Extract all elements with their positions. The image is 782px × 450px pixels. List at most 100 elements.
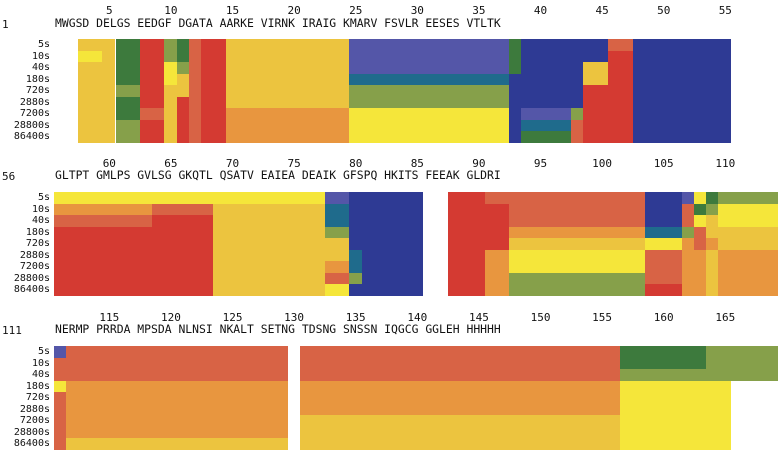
uptake-cell bbox=[485, 192, 511, 204]
uptake-cell bbox=[348, 192, 362, 250]
uptake-cell bbox=[570, 108, 585, 120]
uptake-cell bbox=[163, 108, 177, 143]
uptake-cell bbox=[151, 215, 215, 296]
timepoint-label: 720s bbox=[25, 392, 50, 403]
timepoint-label: 7200s bbox=[19, 108, 50, 119]
uptake-cell bbox=[54, 203, 153, 215]
uptake-cell bbox=[509, 249, 646, 273]
uptake-cell bbox=[509, 39, 523, 74]
uptake-cell bbox=[682, 238, 696, 296]
uptake-cell bbox=[213, 203, 326, 296]
uptake-cell bbox=[644, 192, 684, 227]
uptake-cell bbox=[300, 415, 622, 450]
residue-tick-label: 10 bbox=[164, 4, 178, 17]
residue-tick-label: 100 bbox=[592, 157, 613, 170]
sequence-text: NERMP PRRDA MPSDA NLNSI NKALT SETNG TDSN… bbox=[55, 322, 501, 336]
uptake-cell bbox=[583, 62, 609, 85]
uptake-cell bbox=[139, 108, 165, 120]
residue-tick-label: 50 bbox=[657, 4, 671, 17]
residue-tick-label: 165 bbox=[715, 311, 736, 324]
uptake-cell bbox=[324, 261, 350, 273]
uptake-cell bbox=[718, 203, 778, 227]
block-start-number: 111 bbox=[2, 324, 22, 337]
timepoint-label: 2880s bbox=[19, 96, 50, 108]
uptake-cell bbox=[54, 392, 68, 450]
timepoint-label: 5s bbox=[37, 192, 50, 203]
uptake-cell bbox=[348, 284, 362, 296]
residue-tick-label: 90 bbox=[472, 157, 486, 170]
uptake-cell bbox=[583, 39, 609, 62]
uptake-cell bbox=[706, 203, 720, 215]
uptake-cell bbox=[324, 226, 350, 238]
uptake-cell bbox=[509, 226, 646, 238]
uptake-cell bbox=[115, 39, 141, 85]
uptake-cell bbox=[509, 192, 646, 227]
residue-tick-label: 105 bbox=[653, 157, 674, 170]
timepoint-label: 7200s bbox=[19, 261, 50, 272]
uptake-cell bbox=[225, 108, 350, 143]
uptake-cell bbox=[694, 215, 708, 227]
residue-tick-label: 40 bbox=[533, 4, 548, 17]
residue-tick-label: 35 bbox=[472, 4, 486, 17]
uptake-cell bbox=[718, 192, 778, 204]
uptake-cell bbox=[682, 203, 696, 227]
uptake-cell bbox=[348, 108, 511, 143]
timepoint-label: 180s bbox=[25, 380, 50, 392]
uptake-cell bbox=[706, 346, 778, 369]
uptake-cell bbox=[521, 131, 572, 143]
uptake-cell bbox=[300, 380, 622, 415]
timepoint-label: 5s bbox=[37, 39, 50, 50]
uptake-cell bbox=[682, 192, 696, 204]
uptake-cell bbox=[54, 380, 68, 392]
uptake-cell bbox=[213, 192, 326, 204]
timepoint-label: 40s bbox=[31, 215, 50, 226]
residue-tick-label: 25 bbox=[349, 4, 363, 17]
uptake-cell bbox=[706, 369, 778, 381]
residue-tick-label: 145 bbox=[468, 311, 489, 324]
uptake-cell bbox=[78, 50, 104, 62]
uptake-cell bbox=[608, 39, 634, 51]
uptake-cell bbox=[177, 96, 191, 143]
uptake-cell bbox=[644, 284, 684, 296]
timepoint-label: 86400s bbox=[13, 284, 50, 295]
uptake-cell bbox=[324, 203, 350, 227]
uptake-cell bbox=[201, 39, 227, 143]
uptake-cell bbox=[177, 39, 191, 62]
timepoint-label: 720s bbox=[25, 238, 50, 249]
residue-tick-label: 135 bbox=[345, 311, 366, 324]
uptake-cell bbox=[485, 203, 511, 250]
timepoint-label: 28800s bbox=[13, 119, 50, 131]
uptake-cell bbox=[632, 39, 708, 143]
uptake-cell bbox=[718, 226, 778, 250]
residue-tick-label: 55 bbox=[718, 4, 732, 17]
uptake-cell bbox=[706, 249, 720, 296]
uptake-cell bbox=[78, 39, 104, 51]
uptake-cell bbox=[163, 39, 177, 62]
uptake-cell bbox=[620, 369, 732, 381]
uptake-cell bbox=[644, 249, 684, 284]
uptake-cell bbox=[682, 226, 696, 238]
uptake-cell bbox=[115, 96, 141, 120]
residue-tick-label: 125 bbox=[222, 311, 243, 324]
uptake-cell bbox=[706, 192, 720, 204]
uptake-cell bbox=[706, 215, 720, 238]
timepoint-label: 180s bbox=[25, 226, 50, 238]
residue-tick-label: 15 bbox=[225, 4, 240, 17]
uptake-cell bbox=[177, 62, 191, 74]
uptake-cell bbox=[151, 192, 215, 204]
uptake-cell bbox=[509, 272, 646, 296]
residue-tick-label: 75 bbox=[287, 157, 301, 170]
uptake-cell bbox=[324, 272, 350, 284]
residue-tick-label: 30 bbox=[410, 4, 424, 17]
uptake-cell bbox=[115, 119, 141, 143]
residue-tick-label: 120 bbox=[160, 311, 181, 324]
uptake-cell bbox=[521, 119, 572, 131]
uptake-cell bbox=[78, 73, 104, 143]
uptake-cell bbox=[66, 380, 289, 438]
uptake-cell bbox=[348, 39, 511, 74]
uptake-cell bbox=[66, 346, 289, 381]
residue-tick-label: 70 bbox=[225, 157, 240, 170]
residue-tick-label: 20 bbox=[287, 4, 301, 17]
uptake-cell bbox=[348, 272, 362, 284]
